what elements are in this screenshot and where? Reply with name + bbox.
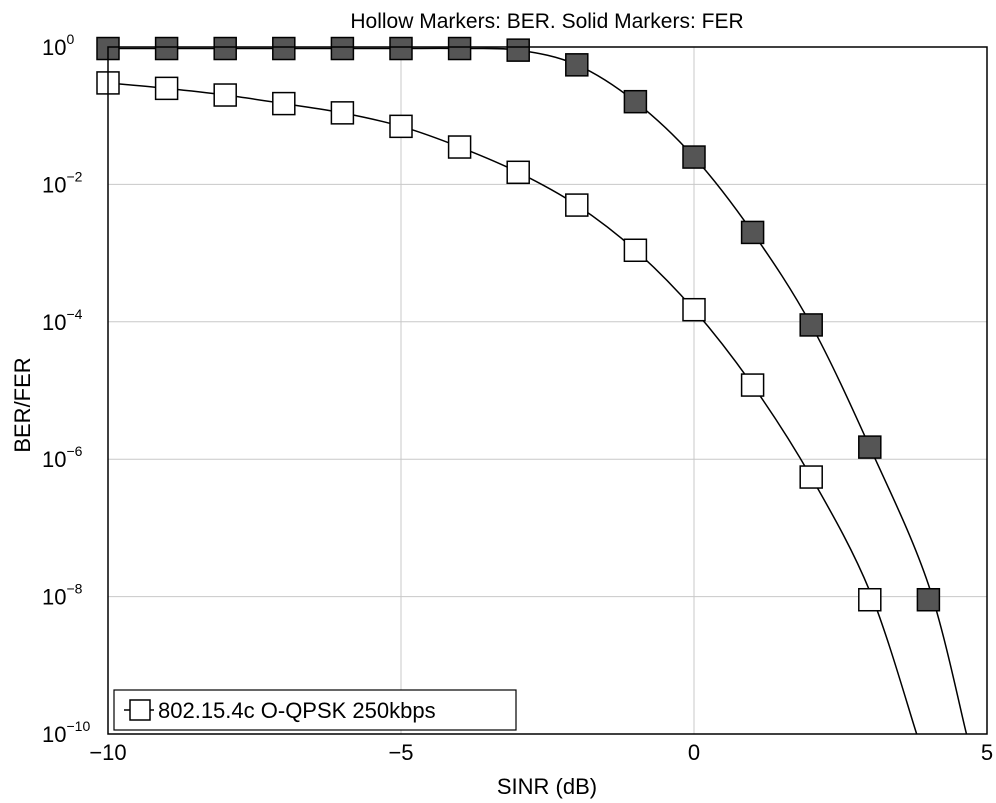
- fer-marker: [330, 36, 355, 61]
- plot-area: [108, 47, 987, 734]
- fer-marker: [682, 145, 706, 169]
- y-tick-labels: 100 10−2 10−4 10−6 10−8 10−10: [42, 31, 90, 747]
- fer-marker: [916, 587, 941, 612]
- ber-marker: [565, 193, 589, 217]
- fer-marker: [799, 313, 823, 337]
- ber-marker: [213, 83, 237, 107]
- ber-marker: [740, 373, 765, 397]
- ber-marker: [272, 91, 296, 116]
- x-tick-labels: −10 −5 0 5: [89, 740, 993, 765]
- y-tick-label: 10−2: [42, 168, 83, 197]
- fer-marker: [740, 220, 765, 245]
- fer-marker: [858, 435, 882, 459]
- y-tick-label: 100: [42, 31, 74, 60]
- fer-marker: [447, 36, 472, 61]
- y-tick-label: 10−8: [42, 581, 83, 610]
- fer-marker: [506, 38, 530, 62]
- fer-marker: [154, 36, 179, 61]
- fer-marker: [389, 36, 413, 61]
- x-tick-label: −5: [388, 740, 413, 765]
- legend-box: [113, 689, 517, 731]
- ber-marker: [799, 465, 823, 489]
- ber-marker: [447, 135, 472, 159]
- fer-marker: [565, 53, 589, 77]
- x-tick-label: 5: [981, 740, 993, 765]
- fer-marker: [213, 36, 237, 61]
- legend: 802.15.4c O-QPSK 250kbps: [113, 689, 517, 731]
- ber-marker: [623, 238, 648, 263]
- legend-marker-hollow-square: [129, 699, 151, 721]
- ber-marker: [154, 76, 179, 101]
- x-tick-label: 0: [688, 740, 700, 765]
- ber-marker: [858, 587, 882, 612]
- legend-label: 802.15.4c O-QPSK 250kbps: [158, 698, 436, 723]
- x-tick-label: −10: [89, 740, 126, 765]
- y-tick-label: 10−6: [42, 443, 83, 472]
- fer-marker: [272, 36, 296, 61]
- y-tick-label: 10−4: [42, 306, 83, 335]
- series-markers: [96, 36, 941, 612]
- ber-marker: [506, 160, 530, 185]
- y-tick-label: 10−10: [42, 718, 90, 747]
- chart-title: Hollow Markers: BER. Solid Markers: FER: [350, 10, 743, 33]
- x-axis-label: SINR (dB): [497, 774, 597, 799]
- fer-marker: [623, 89, 648, 114]
- y-axis-label: BER/FER: [10, 357, 35, 452]
- ber-marker: [682, 297, 706, 322]
- plot-frame: [107, 46, 988, 735]
- ber-marker: [330, 101, 355, 125]
- ber-marker: [389, 114, 413, 139]
